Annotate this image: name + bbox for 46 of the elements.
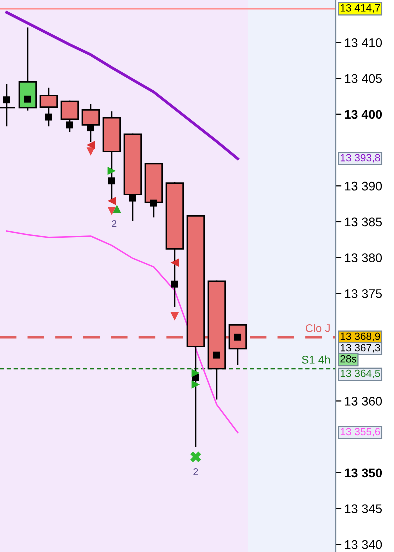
y-tick-label: 13 360	[345, 397, 382, 406]
point	[86, 148, 96, 156]
point	[129, 194, 136, 202]
text: 13 367,3	[340, 344, 380, 353]
line-series	[6, 230, 239, 434]
text: 28s	[340, 355, 357, 363]
point	[192, 380, 200, 389]
point	[87, 124, 94, 132]
y-tick-label: 13 340	[345, 540, 382, 550]
y-tick-label: 13 350	[345, 468, 382, 478]
y-tick-label: 13 405	[345, 74, 382, 84]
text: 13 368,9	[340, 332, 380, 342]
candlestick	[60, 100, 80, 132]
point	[86, 141, 96, 150]
point	[150, 200, 158, 207]
annotation: 2	[194, 468, 198, 476]
y-tick-label: 13 390	[345, 182, 382, 191]
point	[3, 96, 10, 104]
text: 13 355,6	[340, 428, 380, 437]
point	[213, 352, 220, 359]
point	[170, 312, 180, 321]
text: 13 414,7	[340, 4, 380, 14]
point	[24, 96, 32, 103]
point	[108, 207, 116, 216]
point	[192, 369, 200, 378]
point	[190, 452, 202, 463]
point	[171, 280, 178, 288]
y-tick-label: 13 400	[345, 110, 382, 120]
y-tick-label: 13 345	[345, 504, 382, 514]
ref-line-label: Clo J	[306, 324, 330, 332]
point	[108, 197, 116, 206]
y-tick-label: 13 410	[345, 38, 382, 48]
point	[170, 258, 180, 267]
point	[66, 122, 74, 129]
annotation: 2	[112, 220, 117, 228]
ref-line-label: S1 4h	[302, 356, 330, 364]
point	[108, 178, 116, 185]
y-tick-label: 13 385	[345, 218, 382, 227]
point	[108, 166, 116, 176]
candlestick	[40, 88, 58, 127]
y-tick-label: 13 380	[345, 254, 382, 262]
text: 13 393,8	[340, 154, 380, 163]
point	[45, 114, 52, 121]
line-series	[6, 11, 240, 160]
text: 13 364,5	[340, 370, 380, 379]
y-tick-label: 13 375	[345, 289, 382, 298]
